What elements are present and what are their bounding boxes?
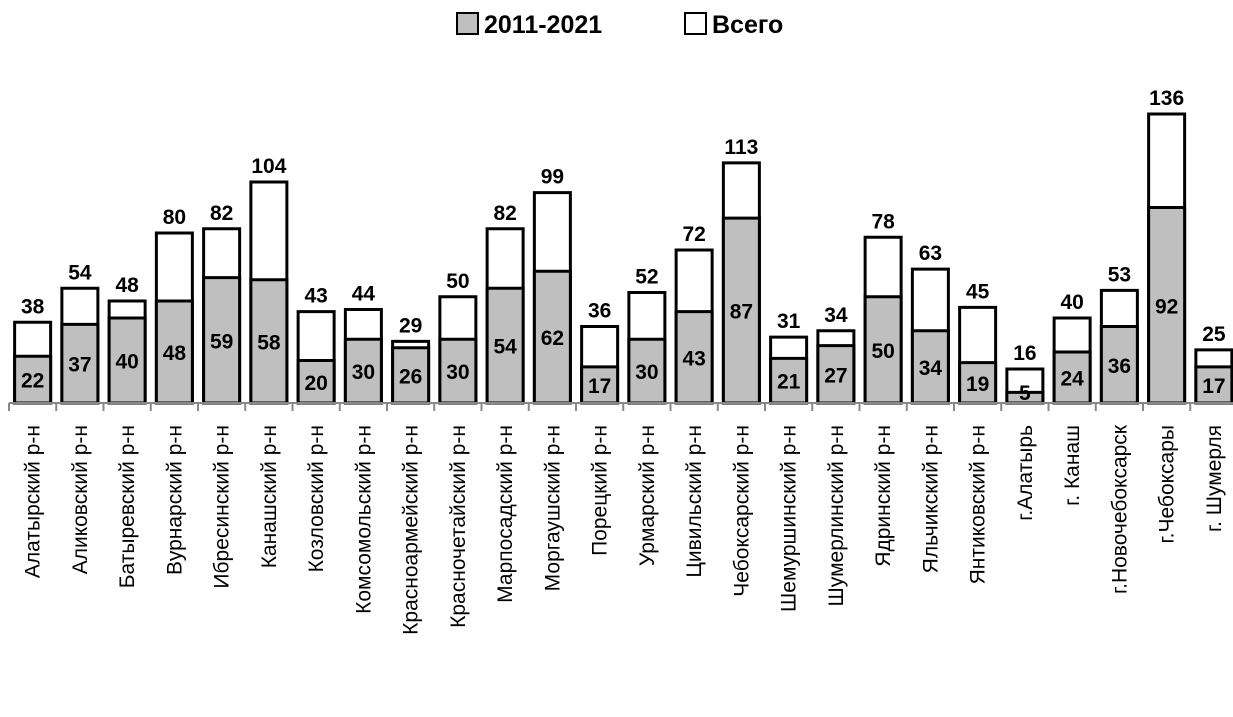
data-label-total: 50 <box>446 270 469 293</box>
data-label-total: 40 <box>1060 291 1083 314</box>
data-label-total: 78 <box>871 210 895 233</box>
bar-2011-2021 <box>107 316 147 405</box>
category-label: г. Шумерля <box>1203 425 1226 532</box>
data-label-2011-2021: 5 <box>1019 382 1031 405</box>
data-label-2011-2021: 30 <box>352 361 375 384</box>
data-label-total: 31 <box>777 310 801 333</box>
bar-2011-2021 <box>60 322 100 405</box>
data-label-2011-2021: 48 <box>163 342 187 365</box>
data-label-2011-2021: 50 <box>871 340 894 363</box>
data-label-2011-2021: 19 <box>966 373 989 396</box>
legend-label-1: 2011-2021 <box>484 11 602 39</box>
data-label-2011-2021: 54 <box>493 336 517 359</box>
category-labels: Алатырский р-н Аликовский р-н Батыревский … <box>22 424 1226 635</box>
data-label-2011-2021: 26 <box>399 365 422 388</box>
bar-2011-2021 <box>1147 206 1187 405</box>
data-label-2011-2021: 27 <box>824 364 847 387</box>
data-label-total: 29 <box>399 314 422 337</box>
data-label-total: 44 <box>352 283 376 306</box>
legend-swatch-1 <box>456 12 479 35</box>
bar-2011-2021 <box>343 337 383 405</box>
bar-2011-2021 <box>532 269 572 405</box>
data-label-2011-2021: 62 <box>541 327 564 350</box>
data-label-2011-2021: 34 <box>919 357 943 380</box>
legend-label-2: Всего <box>712 11 783 39</box>
category-label: Янтиковский р-н <box>967 425 990 584</box>
data-label-total: 36 <box>588 300 611 323</box>
category-label: Шумерлинский р-н <box>825 425 848 606</box>
data-label-2011-2021: 40 <box>115 351 138 374</box>
category-label: Красноармейский р-н <box>400 425 423 635</box>
data-label-2011-2021: 59 <box>210 330 233 353</box>
data-label-total: 72 <box>682 223 705 246</box>
category-label: Цивильский р-н <box>683 425 706 578</box>
data-label-total: 63 <box>919 242 942 265</box>
category-label: Алатырский р-н <box>22 425 45 578</box>
data-label-2011-2021: 20 <box>304 372 327 395</box>
data-label-total: 80 <box>163 206 186 229</box>
category-label: Чебоксарский р-н <box>730 425 753 597</box>
data-label-total: 113 <box>724 136 758 159</box>
data-label-2011-2021: 58 <box>257 331 281 354</box>
data-label-total: 45 <box>966 280 990 303</box>
category-label: Шемуршинский р-н <box>778 425 801 612</box>
bar-2011-2021 <box>674 310 714 405</box>
data-label-total: 38 <box>21 295 45 318</box>
data-label-2011-2021: 87 <box>730 301 753 324</box>
data-label-total: 99 <box>541 166 564 189</box>
data-label-2011-2021: 36 <box>1108 355 1131 378</box>
legend-swatch-2 <box>684 12 707 35</box>
category-label: г.Чебоксары <box>1156 425 1179 543</box>
data-label-2011-2021: 37 <box>68 354 91 377</box>
x-axis <box>8 402 1233 411</box>
category-label: Козловский р-н <box>305 425 328 572</box>
bar-2011-2021 <box>1194 365 1233 405</box>
data-label-total: 82 <box>210 202 233 225</box>
category-label: Канашский р-н <box>258 425 281 568</box>
data-label-total: 16 <box>1013 342 1036 365</box>
category-label: г. Канаш <box>1061 425 1084 506</box>
legend: 2011-2021 Всего <box>456 11 783 39</box>
category-label: Марпосадский р-н <box>494 425 517 603</box>
data-label-2011-2021: 24 <box>1060 368 1084 391</box>
data-label-total: 25 <box>1202 323 1226 346</box>
category-label: Вурнарский р-н <box>163 425 186 575</box>
bars: 38 22 54 37 48 40 80 48 82 59 104 58 43 20 44 30 29 26 50 3… <box>13 87 1233 405</box>
bar-2011-2021 <box>438 337 478 405</box>
bar-2011-2021 <box>202 276 242 405</box>
category-label: Яльчикский р-н <box>919 425 942 573</box>
data-label-total: 104 <box>251 155 286 178</box>
data-label-total: 52 <box>635 266 658 289</box>
data-label-total: 53 <box>1108 263 1131 286</box>
data-label-2011-2021: 92 <box>1155 295 1178 318</box>
category-label: Ядринский р-н <box>872 425 895 567</box>
data-label-2011-2021: 30 <box>446 361 469 384</box>
category-label: Комсомольский р-н <box>352 425 375 614</box>
data-label-total: 34 <box>824 304 848 327</box>
data-label-total: 43 <box>304 285 327 308</box>
data-label-2011-2021: 17 <box>1202 375 1225 398</box>
bar-2011-2021 <box>816 344 856 405</box>
category-label: Ибресинский р-н <box>211 425 234 589</box>
data-label-total: 48 <box>115 274 139 297</box>
data-label-2011-2021: 22 <box>21 370 44 393</box>
data-label-2011-2021: 43 <box>682 347 705 370</box>
category-label: Аликовский р-н <box>69 425 92 574</box>
data-label-2011-2021: 17 <box>588 375 611 398</box>
data-label-total: 82 <box>493 202 516 225</box>
category-label: Моргаушский р-н <box>541 425 564 591</box>
data-label-total: 54 <box>68 261 92 284</box>
category-label: г.Новочебоксарск <box>1108 424 1131 594</box>
category-label: Порецкий р-н <box>589 425 612 556</box>
category-label: Батыревский р-н <box>116 425 139 588</box>
bar-2011-2021 <box>485 286 525 405</box>
category-label: Урмарский р-н <box>636 425 659 566</box>
category-label: Красночетайский р-н <box>447 425 470 628</box>
data-label-total: 136 <box>1149 87 1184 110</box>
data-label-2011-2021: 21 <box>777 371 801 394</box>
bar-2011-2021 <box>154 299 194 405</box>
category-label: г.Алатырь <box>1014 425 1037 521</box>
data-label-2011-2021: 30 <box>635 361 658 384</box>
